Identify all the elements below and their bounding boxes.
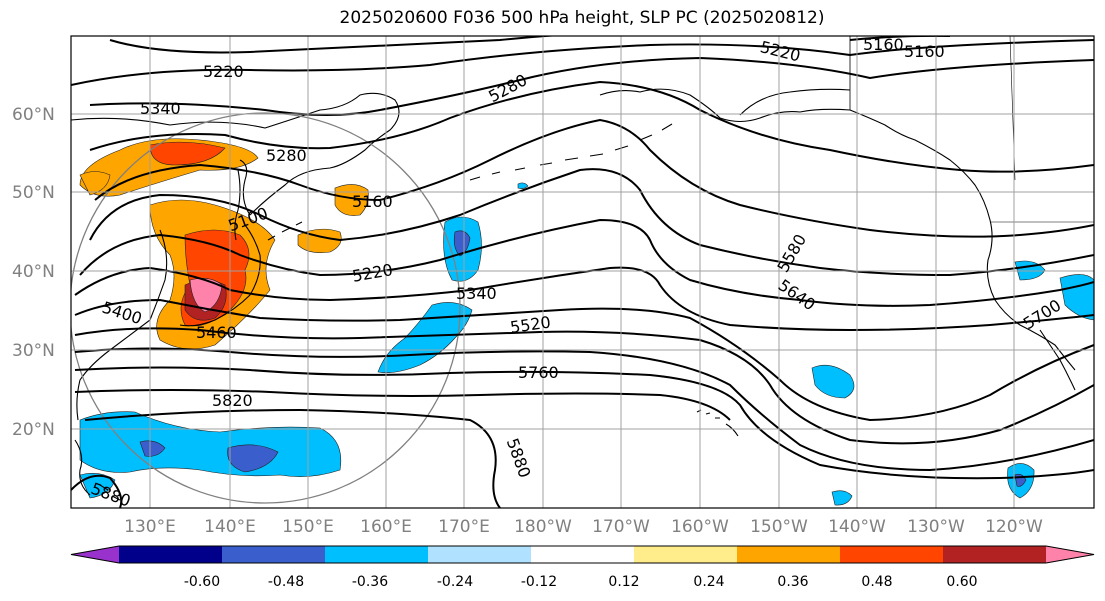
colorbar-segment	[737, 546, 841, 563]
lon-label: 150°E	[282, 517, 334, 537]
colorbar-segment	[222, 546, 326, 563]
contour-label: 5160	[863, 35, 904, 54]
colorbar-labels: -0.60 -0.48 -0.36 -0.24 -0.12 0.12 0.24 …	[184, 574, 978, 590]
lat-label: 50°N	[12, 183, 55, 203]
height-contours	[71, 36, 1094, 508]
latitude-labels: 20°N 30°N 40°N 50°N 60°N	[12, 105, 55, 440]
lon-label: 180°W	[514, 517, 572, 537]
coastlines	[71, 36, 1094, 501]
contour-label: 5460	[196, 323, 237, 342]
colorbar-segment	[634, 546, 738, 563]
colorbar-segment	[428, 546, 532, 563]
lat-label: 20°N	[12, 420, 55, 440]
colorbar-tick-label: 0.24	[693, 574, 724, 590]
colorbar-tick-label: 0.12	[608, 574, 639, 590]
colorbar-tick-label: -0.48	[268, 574, 304, 590]
colorbar-segment	[119, 546, 223, 563]
lat-label: 40°N	[12, 262, 55, 282]
map-title: 2025020600 F036 500 hPa height, SLP PC (…	[339, 8, 825, 28]
lon-label: 130°E	[124, 517, 176, 537]
lon-label: 160°W	[671, 517, 729, 537]
colorbar-segment	[840, 546, 944, 563]
lon-label: 150°W	[750, 517, 808, 537]
lon-label: 140°E	[204, 517, 256, 537]
lon-label: 160°E	[360, 517, 412, 537]
colorbar-segment	[943, 546, 1047, 563]
colorbar	[70, 545, 1095, 564]
colorbar-tick-label: 0.48	[861, 574, 892, 590]
colorbar-segment	[531, 546, 635, 563]
colorbar-tick-label: 0.60	[946, 574, 977, 590]
lat-label: 30°N	[12, 341, 55, 361]
distance-circle	[71, 112, 461, 504]
lon-label: 140°W	[828, 517, 886, 537]
contour-label: 5760	[518, 363, 559, 382]
colorbar-extend-high	[1046, 546, 1094, 563]
longitude-labels: 130°E 140°E 150°E 160°E 170°E 180°W 170°…	[124, 517, 1043, 537]
contour-label: 5820	[212, 391, 253, 410]
lat-label: 60°N	[12, 105, 55, 125]
contour-label: 5220	[203, 62, 244, 81]
lon-label: 170°E	[438, 517, 490, 537]
colorbar-outline	[70, 545, 1095, 564]
colorbar-tick-label: -0.36	[352, 574, 388, 590]
contour-label: 5160	[352, 192, 393, 211]
contour-label: 5340	[456, 284, 497, 303]
map-frame	[70, 35, 1095, 509]
colorbar-tick-label: -0.24	[437, 574, 473, 590]
gridlines	[71, 36, 1094, 508]
contour-label: 5340	[140, 99, 181, 118]
lon-label: 170°W	[592, 517, 650, 537]
lon-label: 120°W	[985, 517, 1043, 537]
contour-label: 5160	[904, 42, 945, 61]
colorbar-tick-label: 0.36	[777, 574, 808, 590]
contour-label: 5280	[266, 146, 307, 165]
colorbar-segment	[325, 546, 429, 563]
colorbar-tick-label: -0.60	[184, 574, 220, 590]
colorbar-tick-label: -0.12	[521, 574, 557, 590]
lon-label: 130°W	[907, 517, 965, 537]
